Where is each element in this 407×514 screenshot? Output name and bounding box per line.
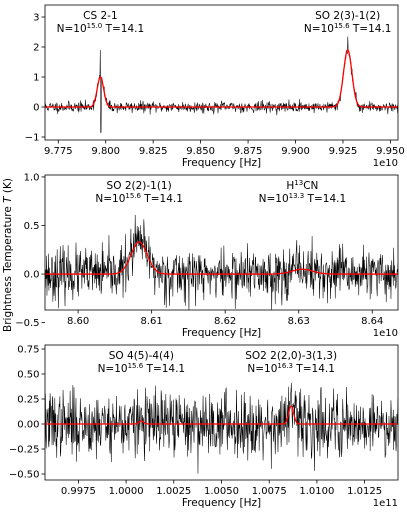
y-tick-label-1-5: 3: [33, 13, 39, 24]
model-spectrum-2: [45, 241, 398, 275]
x-tick-label-3-5: 1.0075: [252, 486, 287, 497]
x-tick-label-1-3: 9.825: [139, 146, 168, 157]
y-tick-label-3-3: 0.00: [17, 420, 39, 431]
y-tick-label-1-3: 1: [33, 73, 39, 84]
line-params-2-1: N=1015.6 T=14.1: [95, 192, 183, 205]
line-params-3-2: N=1016.3 T=14.1: [247, 362, 335, 375]
x-tick-label-1-7: 9.925: [329, 146, 358, 157]
x-tick-label-2-3: 8.62: [214, 316, 236, 327]
observed-spectrum-3: [45, 382, 398, 474]
panels: 9.775 9.800 9.825 9.850 9.875 9.900 9.925 9.950…: [9, 4, 405, 509]
line-label-2-1: SO 2(2)-1(1): [107, 180, 172, 192]
y-tick-label-3-1: −0.50: [9, 470, 40, 481]
x-tick-label-3-4: 1.0050: [204, 486, 239, 497]
y-tick-label-2-4: 1.0: [24, 172, 40, 183]
line-label-2-2: H13CN: [286, 179, 318, 192]
x-tick-label-1-2: 9.800: [91, 146, 120, 157]
x-axis-label-3: Frequency [Hz]: [182, 497, 261, 509]
x-tick-label-2-1: 8.60: [67, 316, 89, 327]
line-label-3-2: SO2 2(2,0)-3(1,3): [245, 350, 337, 362]
y-tick-label-1-4: 2: [33, 43, 39, 54]
observed-spectrum-2: [45, 214, 398, 310]
y-tick-label-3-5: 0.50: [17, 370, 39, 381]
x-tick-label-2-5: 8.64: [361, 316, 383, 327]
x-tick-label-1-5: 9.875: [234, 146, 263, 157]
x-tick-label-3-1: 0.9975: [61, 486, 96, 497]
x-axis-label-2: Frequency [Hz]: [182, 327, 261, 339]
x-offset-text-3: 1e11: [373, 498, 398, 509]
x-offset-text-1: 1e10: [373, 158, 398, 169]
line-params-3-1: N=1015.6 T=14.1: [98, 362, 186, 375]
x-tick-label-2-2: 8.61: [141, 316, 163, 327]
x-axis-label-1: Frequency [Hz]: [182, 157, 261, 169]
y-tick-label-2-3: 0.5: [24, 221, 40, 232]
y-tick-label-2-2: 0.0: [24, 270, 40, 281]
y-tick-label-2-1: −0.5: [15, 318, 39, 329]
line-label-1-1: CS 2-1: [83, 10, 117, 22]
x-offset-text-2: 1e10: [373, 328, 398, 339]
y-tick-label-3-4: 0.25: [17, 395, 39, 406]
x-tick-label-1-1: 9.775: [44, 146, 73, 157]
line-label-3-1: SO 4(5)-4(4): [109, 350, 174, 362]
line-label-1-2: SO 2(3)-1(2): [315, 10, 380, 22]
y-tick-label-1-1: −1: [25, 133, 40, 144]
x-tick-label-3-7: 1.0125: [347, 486, 382, 497]
y-tick-label-1-2: 0: [33, 103, 39, 114]
spectrum-panel-1: 9.775 9.800 9.825 9.850 9.875 9.900 9.925 9.950…: [25, 4, 405, 169]
model-spectrum-1: [45, 49, 398, 108]
x-tick-label-1-4: 9.850: [186, 146, 215, 157]
axes-frame-1: [44, 4, 399, 141]
x-tick-label-1-6: 9.900: [281, 146, 310, 157]
x-tick-label-3-3: 1.0025: [156, 486, 191, 497]
axes-frame-2: [44, 174, 399, 311]
model-spectrum-3: [45, 405, 398, 425]
spectrum-panel-3: 0.9975 1.0000 1.0025 1.0050 1.0075 1.0100 1.01…: [9, 345, 399, 509]
x-tick-label-3-2: 1.0000: [109, 486, 144, 497]
spectrum-panel-2: 8.60 8.61 8.62 8.63 8.64 −0.5 0.0 0.5 1.0 Frequen…: [15, 172, 399, 339]
x-tick-label-1-8: 9.950: [376, 146, 405, 157]
y-tick-label-3-6: 0.75: [17, 345, 39, 356]
line-params-2-2: N=1013.3 T=14.1: [259, 192, 347, 205]
y-axis-label: Brightness Temperature T (K): [2, 178, 14, 332]
x-tick-label-3-6: 1.0100: [299, 486, 334, 497]
y-tick-label-3-2: −0.25: [9, 445, 40, 456]
x-tick-label-2-4: 8.63: [288, 316, 310, 327]
line-params-1-1: N=1015.0 T=14.1: [57, 22, 145, 35]
line-params-1-2: N=1015.6 T=14.1: [304, 22, 392, 35]
